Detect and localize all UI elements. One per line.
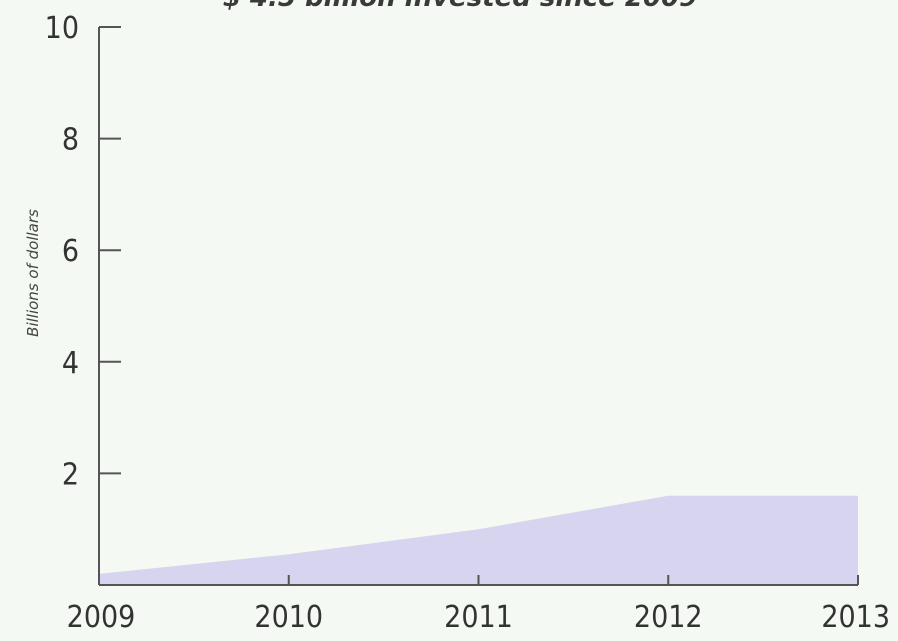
- x-ticks: 2009 2010 2011 2012 2013: [67, 575, 890, 635]
- chart-title: $ 4.5 billion invested since 2009: [223, 0, 698, 13]
- y-tick-label: 4: [62, 346, 79, 381]
- y-tick-label: 2: [62, 457, 79, 492]
- y-ticks: 2 4 6 8 10: [45, 11, 121, 492]
- x-tick-label: 2009: [67, 600, 136, 635]
- y-tick-label: 8: [62, 123, 79, 158]
- x-tick-label: 2012: [634, 600, 703, 635]
- y-tick-label: 10: [45, 11, 79, 46]
- x-tick-label: 2013: [821, 600, 890, 635]
- x-tick-label: 2010: [254, 600, 323, 635]
- x-tick-label: 2011: [444, 600, 513, 635]
- y-tick-label: 6: [62, 234, 79, 269]
- area-layer: [99, 495, 858, 585]
- y-axis-label: Billions of dollars: [24, 209, 42, 337]
- area-series-0: [99, 495, 858, 585]
